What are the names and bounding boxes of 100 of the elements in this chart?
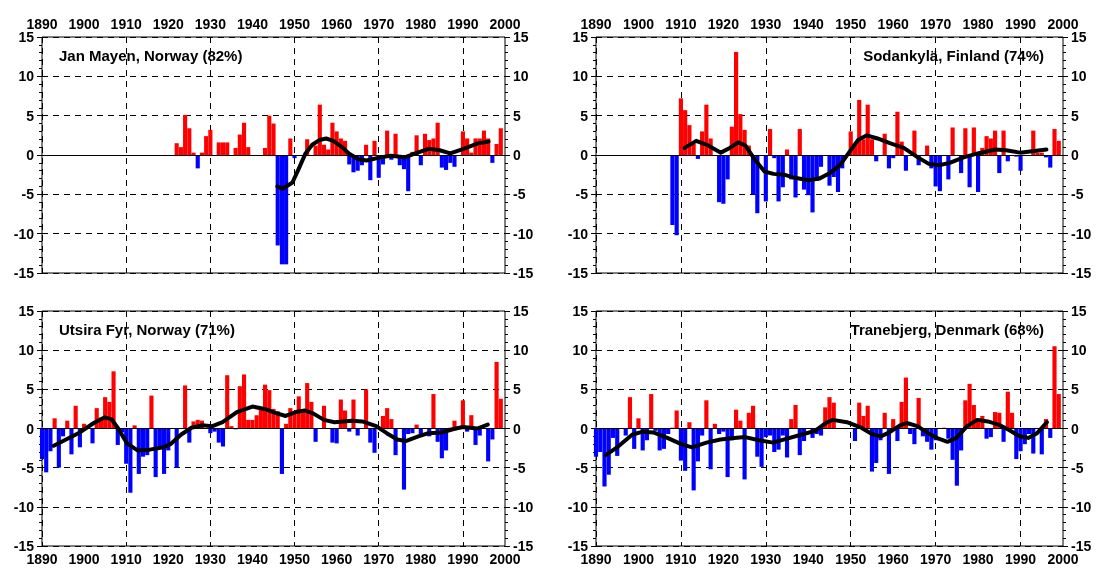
x-tick-label: 1900 <box>68 551 100 567</box>
x-tick-label: 1990 <box>447 551 479 567</box>
y2-tick-label: 0 <box>1071 147 1079 163</box>
y2-tick-label: -5 <box>1071 186 1084 203</box>
y2-tick-label: 15 <box>513 303 529 319</box>
y2-tick-label: -15 <box>513 265 534 281</box>
y2-tick-label: 0 <box>513 147 521 163</box>
y-tick-label: -10 <box>567 498 589 515</box>
x-tick-label: 1940 <box>792 16 825 32</box>
x-tick-label: 1920 <box>152 16 185 32</box>
x-tick-label: 1950 <box>278 551 311 567</box>
y-tick-label: 5 <box>580 381 589 398</box>
y-tick-label: -10 <box>567 225 589 242</box>
y-tick-label: -10 <box>13 225 35 242</box>
y-tick-label: -15 <box>567 538 589 554</box>
y2-tick-label: -10 <box>513 498 534 515</box>
text: Sodankylä, Finland (74%) <box>863 47 1044 64</box>
y-tick-label: 10 <box>18 342 35 359</box>
x-tick-label: 1910 <box>110 16 142 32</box>
y2-tick-label: 5 <box>513 381 521 398</box>
y-tick-label: 0 <box>580 420 589 437</box>
x-tick-label: 1960 <box>321 16 353 32</box>
x-tick-label: 1940 <box>236 551 269 567</box>
x-tick-label: 2000 <box>489 16 521 32</box>
y2-tick-label: -10 <box>513 225 534 242</box>
x-tick-label: 1940 <box>792 551 825 567</box>
y-tick-label: 15 <box>18 303 35 319</box>
y-tick-label: -5 <box>575 459 589 476</box>
x-tick-label: 1930 <box>750 551 782 567</box>
x-tick-label: 1970 <box>920 551 952 567</box>
y-tick-label: -15 <box>13 538 35 554</box>
y2-tick-label: -5 <box>513 459 526 476</box>
text: Utsira Fyr, Norway (71%) <box>59 321 235 338</box>
x-tick-label: 1990 <box>1004 551 1037 567</box>
y-tick-label: -5 <box>21 186 35 203</box>
y-tick-label: 0 <box>26 147 35 163</box>
y-tick-label: -10 <box>13 498 35 515</box>
x-tick-label: 1980 <box>962 16 994 32</box>
x-tick-label: 1930 <box>750 16 782 32</box>
y-tick-label: -5 <box>575 186 589 203</box>
y2-tick-label: 5 <box>513 107 521 124</box>
y-tick-label: 15 <box>572 303 589 319</box>
x-tick-label: 1910 <box>110 551 142 567</box>
y2-tick-label: 5 <box>1071 107 1079 124</box>
x-tick-label: 1950 <box>835 16 867 32</box>
y2-tick-label: 5 <box>1071 381 1079 398</box>
y2-tick-label: -15 <box>1071 265 1092 281</box>
x-tick-label: 1960 <box>877 551 909 567</box>
y2-tick-label: 15 <box>1071 29 1087 45</box>
y2-tick-label: -10 <box>1071 225 1092 242</box>
x-tick-label: 1970 <box>920 16 952 32</box>
y2-tick-label: 10 <box>513 342 529 359</box>
x-tick-label: 2000 <box>1047 551 1079 567</box>
y-tick-label: -15 <box>567 265 589 281</box>
x-tick-label: 1990 <box>447 16 479 32</box>
y-tick-label: 0 <box>26 420 35 437</box>
y2-tick-label: 10 <box>1071 68 1087 85</box>
x-tick-label: 1920 <box>707 551 740 567</box>
x-tick-label: 1960 <box>321 551 353 567</box>
x-tick-label: 1890 <box>580 16 612 32</box>
x-tick-label: 1970 <box>363 551 395 567</box>
y-tick-label: 10 <box>572 342 589 359</box>
x-tick-label: 1980 <box>405 551 437 567</box>
x-tick-label: 1940 <box>236 16 269 32</box>
y-tick-label: 15 <box>18 29 35 45</box>
x-tick-label: 1920 <box>152 551 185 567</box>
x-tick-label: 1890 <box>26 551 58 567</box>
y2-tick-label: 10 <box>1071 342 1087 359</box>
x-tick-label: 1930 <box>194 551 227 567</box>
x-tick-label: 1890 <box>580 551 612 567</box>
y2-tick-label: 15 <box>513 29 529 45</box>
y-tick-label: 5 <box>26 381 35 398</box>
y2-tick-label: 10 <box>513 68 529 85</box>
y2-tick-label: 15 <box>1071 303 1087 319</box>
x-tick-label: 1920 <box>707 16 740 32</box>
y2-tick-label: -10 <box>1071 498 1092 515</box>
y2-tick-label: -15 <box>513 538 534 554</box>
x-tick-label: 2000 <box>489 551 521 567</box>
y2-tick-label: -5 <box>1071 459 1084 476</box>
y2-tick-label: 0 <box>1071 420 1079 437</box>
y2-tick-label: -15 <box>1071 538 1092 554</box>
y-tick-label: 0 <box>580 147 589 163</box>
y-tick-label: 5 <box>26 107 35 124</box>
x-tick-label: 1900 <box>622 551 655 567</box>
y-tick-label: 15 <box>572 29 589 45</box>
x-tick-label: 1970 <box>363 16 395 32</box>
y2-tick-label: -5 <box>513 186 526 203</box>
x-tick-label: 1980 <box>405 16 437 32</box>
x-tick-label: 1910 <box>665 551 697 567</box>
y-tick-label: 5 <box>580 107 589 124</box>
x-tick-label: 1900 <box>68 16 100 32</box>
y-tick-label: -5 <box>21 459 35 476</box>
y-tick-label: -15 <box>13 265 35 281</box>
y-tick-label: 10 <box>18 68 35 85</box>
x-tick-label: 1960 <box>877 16 909 32</box>
x-tick-label: 1910 <box>665 16 697 32</box>
x-tick-label: 1950 <box>835 551 867 567</box>
text: Tranebjerg, Denmark (68%) <box>850 321 1044 338</box>
text: Jan Mayen, Norway (82%) <box>59 47 243 64</box>
x-tick-label: 1890 <box>26 16 58 32</box>
